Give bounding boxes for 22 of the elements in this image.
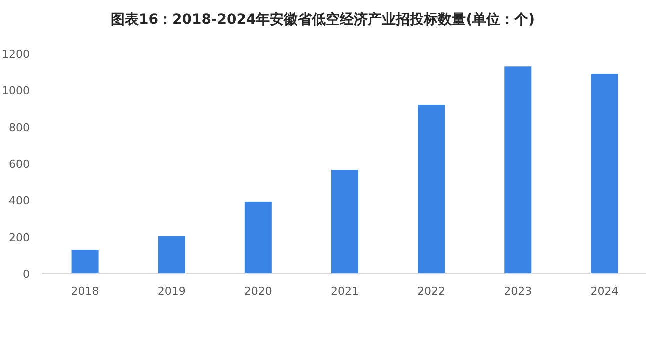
y-tick-label: 600 [9, 158, 30, 171]
bar [72, 250, 99, 274]
x-tick-label: 2023 [504, 285, 532, 298]
y-tick-label: 1200 [2, 48, 30, 61]
y-tick-label: 200 [9, 231, 30, 244]
y-tick-label: 400 [9, 194, 30, 208]
chart-title: 图表16：2018-2024年安徽省低空经济产业招投标数量(单位：个) [110, 11, 536, 28]
x-tick-label: 2022 [418, 285, 446, 298]
bar [504, 66, 532, 274]
bar [332, 170, 358, 274]
y-tick-label: 0 [23, 268, 30, 281]
x-tick-label: 2020 [244, 285, 272, 298]
bar [244, 202, 272, 274]
y-tick-label: 800 [9, 121, 30, 134]
y-tick-label: 1000 [2, 84, 30, 98]
x-tick-label: 2024 [590, 285, 619, 298]
bar [158, 236, 186, 274]
x-tick-label: 2021 [331, 285, 359, 298]
bar [591, 74, 618, 274]
x-tick-label: 2018 [71, 285, 100, 298]
x-tick-label: 2019 [158, 285, 186, 298]
bar [418, 104, 446, 274]
